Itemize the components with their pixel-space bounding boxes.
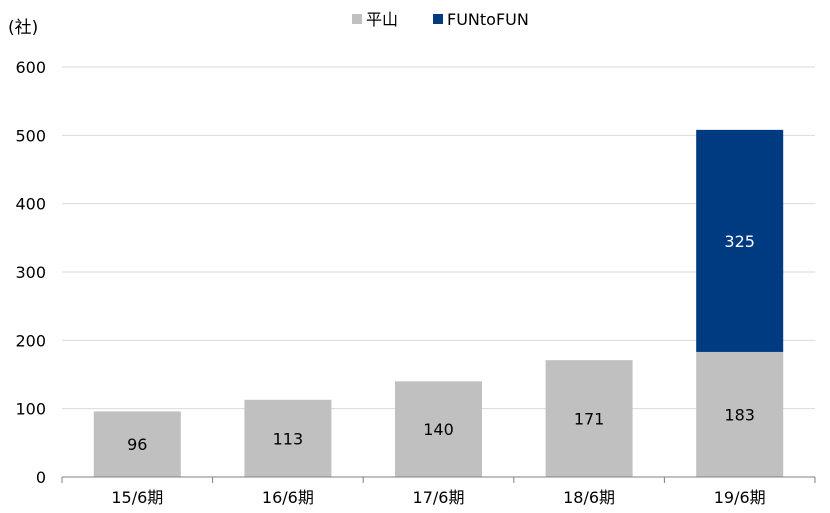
y-unit-label: (社)	[8, 18, 38, 38]
y-tick-label: 100	[15, 400, 46, 419]
x-tick-label: 18/6期	[563, 488, 615, 507]
y-tick-label: 300	[15, 263, 46, 282]
bar-segment	[545, 360, 633, 477]
y-tick-label: 0	[36, 468, 46, 487]
data-label: 183	[724, 405, 755, 424]
data-label: 96	[127, 435, 147, 454]
y-tick-label: 600	[15, 58, 46, 77]
x-tick-label: 15/6期	[111, 488, 163, 507]
data-label: 113	[273, 429, 304, 448]
bar-segment	[395, 381, 482, 477]
bar-segment	[93, 411, 181, 477]
y-axis: 0 100 200 300 400 500 600	[15, 58, 46, 487]
y-tick-label: 200	[15, 331, 46, 350]
legend-label: FUNtoFUN	[447, 10, 529, 29]
x-tick-label: 19/6期	[714, 488, 766, 507]
data-label: 325	[724, 232, 755, 251]
legend-swatch	[433, 14, 443, 24]
x-tick-label: 17/6期	[413, 488, 465, 507]
x-axis: 15/6期 16/6期 17/6期 18/6期 19/6期	[61, 476, 816, 507]
legend: 平山 FUNtoFUN	[352, 10, 529, 29]
gridlines	[62, 66, 815, 410]
data-label: 171	[574, 410, 605, 429]
bar-segment	[696, 129, 784, 352]
y-tick-label: 400	[15, 195, 46, 214]
bars: 96 113 140 171 183 325	[93, 129, 784, 477]
legend-label: 平山	[366, 10, 398, 29]
x-tick-label: 16/6期	[262, 488, 314, 507]
bar-segment	[244, 399, 332, 477]
bar-segment	[696, 351, 784, 477]
y-tick-label: 500	[15, 126, 46, 145]
legend-swatch	[352, 14, 362, 24]
data-label: 140	[423, 420, 454, 439]
